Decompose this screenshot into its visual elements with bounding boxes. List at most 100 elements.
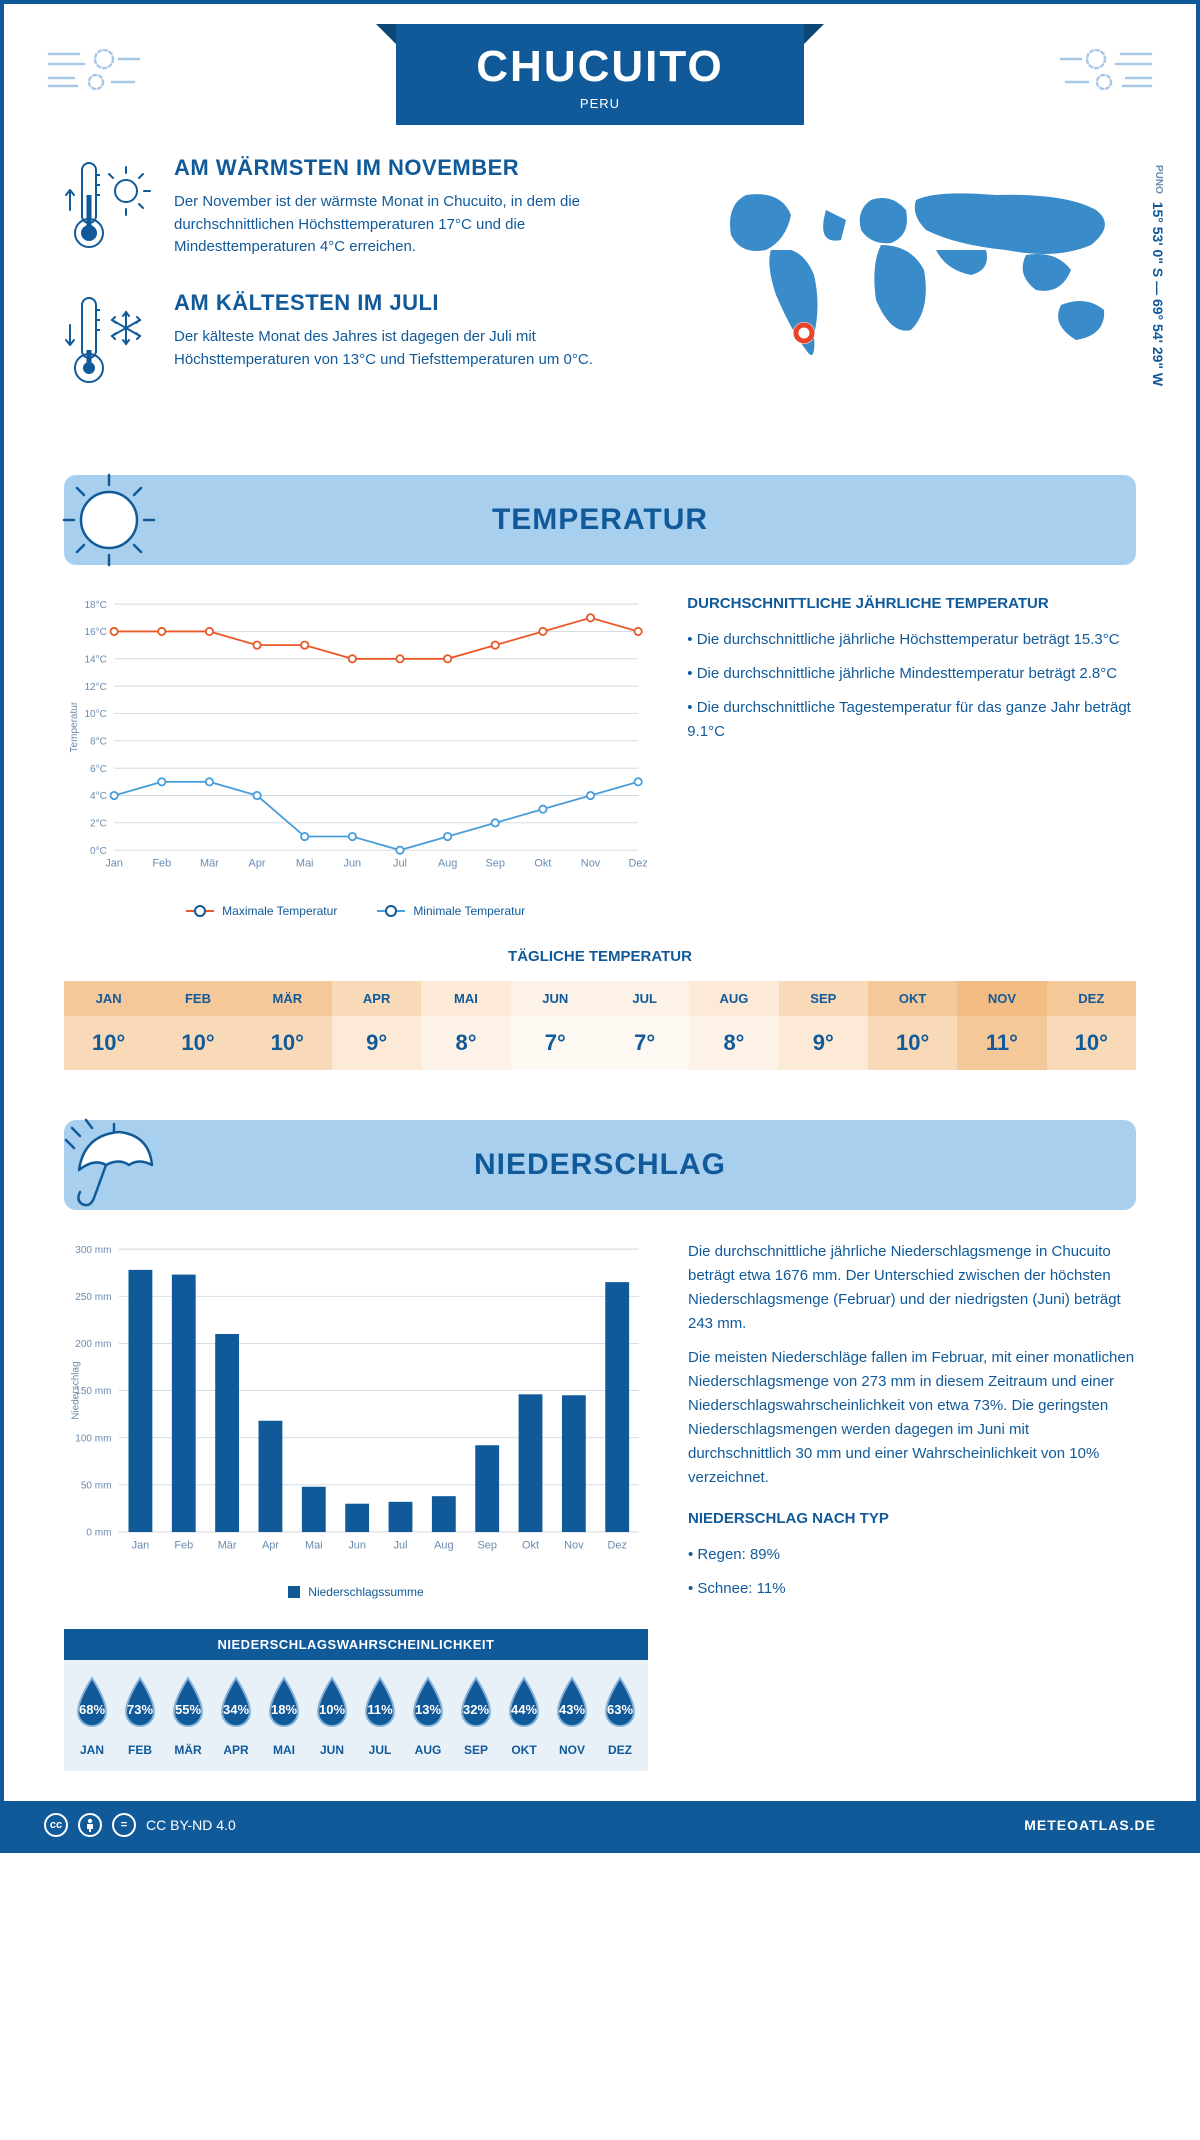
svg-text:Temperatur: Temperatur: [69, 701, 80, 752]
svg-text:Mai: Mai: [305, 1539, 323, 1551]
daily-cell: NOV11°: [957, 981, 1046, 1070]
svg-text:Nov: Nov: [564, 1539, 584, 1551]
thermometer-snow-icon: [64, 290, 154, 395]
svg-text:100 mm: 100 mm: [75, 1433, 111, 1444]
svg-text:Jun: Jun: [348, 1539, 366, 1551]
type-item: Schnee: 11%: [688, 1577, 1136, 1601]
coldest-text: Der kälteste Monat des Jahres ist dagege…: [174, 326, 656, 371]
svg-text:43%: 43%: [559, 1702, 585, 1717]
daily-cell: JUL7°: [600, 981, 689, 1070]
svg-text:2°C: 2°C: [90, 818, 107, 829]
license-text: CC BY-ND 4.0: [146, 1817, 236, 1833]
svg-text:14°C: 14°C: [84, 654, 106, 665]
svg-text:200 mm: 200 mm: [75, 1339, 111, 1350]
svg-text:18°C: 18°C: [84, 600, 106, 611]
svg-text:Jan: Jan: [105, 858, 123, 870]
svg-text:Aug: Aug: [438, 858, 457, 870]
temperature-line-chart: 0°C2°C4°C6°C8°C10°C12°C14°C16°C18°CJanFe…: [64, 595, 647, 887]
daily-cell: FEB10°: [153, 981, 242, 1070]
drop-cell: 55% MÄR: [164, 1674, 212, 1757]
coordinates: PUNO 15° 53' 0" S — 69° 54' 29" W: [1150, 165, 1166, 386]
drop-cell: 11% JUL: [356, 1674, 404, 1757]
svg-text:0°C: 0°C: [90, 846, 107, 857]
svg-text:32%: 32%: [463, 1702, 489, 1717]
svg-text:Feb: Feb: [152, 858, 171, 870]
daily-cell: MÄR10°: [243, 981, 332, 1070]
page-footer: cc = CC BY-ND 4.0 METEOATLAS.DE: [4, 1801, 1196, 1849]
svg-text:50 mm: 50 mm: [81, 1480, 112, 1491]
type-item: Regen: 89%: [688, 1543, 1136, 1567]
stats-item: Die durchschnittliche jährliche Höchstte…: [687, 628, 1136, 652]
brand-text: METEOATLAS.DE: [1024, 1817, 1156, 1833]
svg-text:Sep: Sep: [486, 858, 505, 870]
svg-text:12°C: 12°C: [84, 682, 106, 693]
daily-cell: JUN7°: [511, 981, 600, 1070]
drop-cell: 13% AUG: [404, 1674, 452, 1757]
svg-text:11%: 11%: [367, 1702, 393, 1717]
svg-text:13%: 13%: [415, 1702, 441, 1717]
svg-text:Aug: Aug: [434, 1539, 453, 1551]
daily-cell: OKT10°: [868, 981, 957, 1070]
svg-text:10°C: 10°C: [84, 709, 106, 720]
precip-text-1: Die durchschnittliche jährliche Niedersc…: [688, 1240, 1136, 1336]
svg-text:0 mm: 0 mm: [86, 1527, 111, 1538]
precip-prob-title: NIEDERSCHLAGSWAHRSCHEINLICHKEIT: [64, 1629, 648, 1660]
svg-text:Apr: Apr: [249, 858, 266, 870]
svg-text:Jul: Jul: [393, 1539, 407, 1551]
stats-item: Die durchschnittliche jährliche Mindestt…: [687, 662, 1136, 686]
daily-temp-title: TÄGLICHE TEMPERATUR: [64, 948, 1136, 965]
svg-text:6°C: 6°C: [90, 764, 107, 775]
precip-section-header: NIEDERSCHLAG: [64, 1120, 1136, 1210]
daily-cell: DEZ10°: [1047, 981, 1136, 1070]
precipitation-bar-chart: 0 mm50 mm100 mm150 mm200 mm250 mm300 mmJ…: [64, 1240, 648, 1569]
svg-text:Jul: Jul: [393, 858, 407, 870]
warmest-block: AM WÄRMSTEN IM NOVEMBER Der November ist…: [64, 155, 656, 260]
wind-icon: [44, 34, 144, 109]
stats-item: Die durchschnittliche Tagestemperatur fü…: [687, 696, 1136, 744]
svg-text:Feb: Feb: [174, 1539, 193, 1551]
coldest-title: AM KÄLTESTEN IM JULI: [174, 290, 656, 316]
daily-cell: MAI8°: [421, 981, 510, 1070]
thermometer-sun-icon: [64, 155, 154, 260]
page-header: CHUCUITO PERU: [4, 4, 1196, 155]
svg-text:34%: 34%: [223, 1702, 249, 1717]
svg-text:Mai: Mai: [296, 858, 314, 870]
temp-stats-title: DURCHSCHNITTLICHE JÄHRLICHE TEMPERATUR: [687, 595, 1136, 612]
svg-text:Niederschlag: Niederschlag: [71, 1361, 82, 1419]
svg-text:Dez: Dez: [628, 858, 647, 870]
daily-cell: AUG8°: [689, 981, 778, 1070]
svg-text:Apr: Apr: [262, 1539, 279, 1551]
svg-text:Dez: Dez: [607, 1539, 626, 1551]
section-title: TEMPERATUR: [64, 503, 1136, 537]
title-banner: CHUCUITO PERU: [396, 24, 803, 125]
svg-text:44%: 44%: [511, 1702, 537, 1717]
daily-temp-table: JAN10°FEB10°MÄR10°APR9°MAI8°JUN7°JUL7°AU…: [64, 981, 1136, 1070]
svg-text:250 mm: 250 mm: [75, 1292, 111, 1303]
drop-cell: 18% MAI: [260, 1674, 308, 1757]
svg-text:Okt: Okt: [522, 1539, 539, 1551]
coldest-block: AM KÄLTESTEN IM JULI Der kälteste Monat …: [64, 290, 656, 395]
wind-icon: [1056, 34, 1156, 109]
drop-cell: 34% APR: [212, 1674, 260, 1757]
drop-cell: 32% SEP: [452, 1674, 500, 1757]
temp-stats-list: Die durchschnittliche jährliche Höchstte…: [687, 628, 1136, 744]
svg-text:300 mm: 300 mm: [75, 1244, 111, 1255]
drop-cell: 63% DEZ: [596, 1674, 644, 1757]
drop-cell: 73% FEB: [116, 1674, 164, 1757]
temp-legend: .legend-swatch::after{border:2px solid c…: [64, 904, 647, 918]
svg-text:18%: 18%: [271, 1702, 297, 1717]
svg-text:Sep: Sep: [477, 1539, 496, 1551]
daily-cell: APR9°: [332, 981, 421, 1070]
drop-cell: 44% OKT: [500, 1674, 548, 1757]
precip-type-title: NIEDERSCHLAG NACH TYP: [688, 1510, 1136, 1527]
cc-icon: cc: [44, 1813, 68, 1837]
drop-cell: 10% JUN: [308, 1674, 356, 1757]
nd-icon: =: [112, 1813, 136, 1837]
drop-cell: 43% NOV: [548, 1674, 596, 1757]
svg-text:63%: 63%: [607, 1702, 633, 1717]
warmest-title: AM WÄRMSTEN IM NOVEMBER: [174, 155, 656, 181]
temperature-section-header: TEMPERATUR: [64, 475, 1136, 565]
section-title: NIEDERSCHLAG: [64, 1148, 1136, 1182]
precip-legend: Niederschlagssumme: [64, 1585, 648, 1599]
svg-text:55%: 55%: [175, 1702, 201, 1717]
